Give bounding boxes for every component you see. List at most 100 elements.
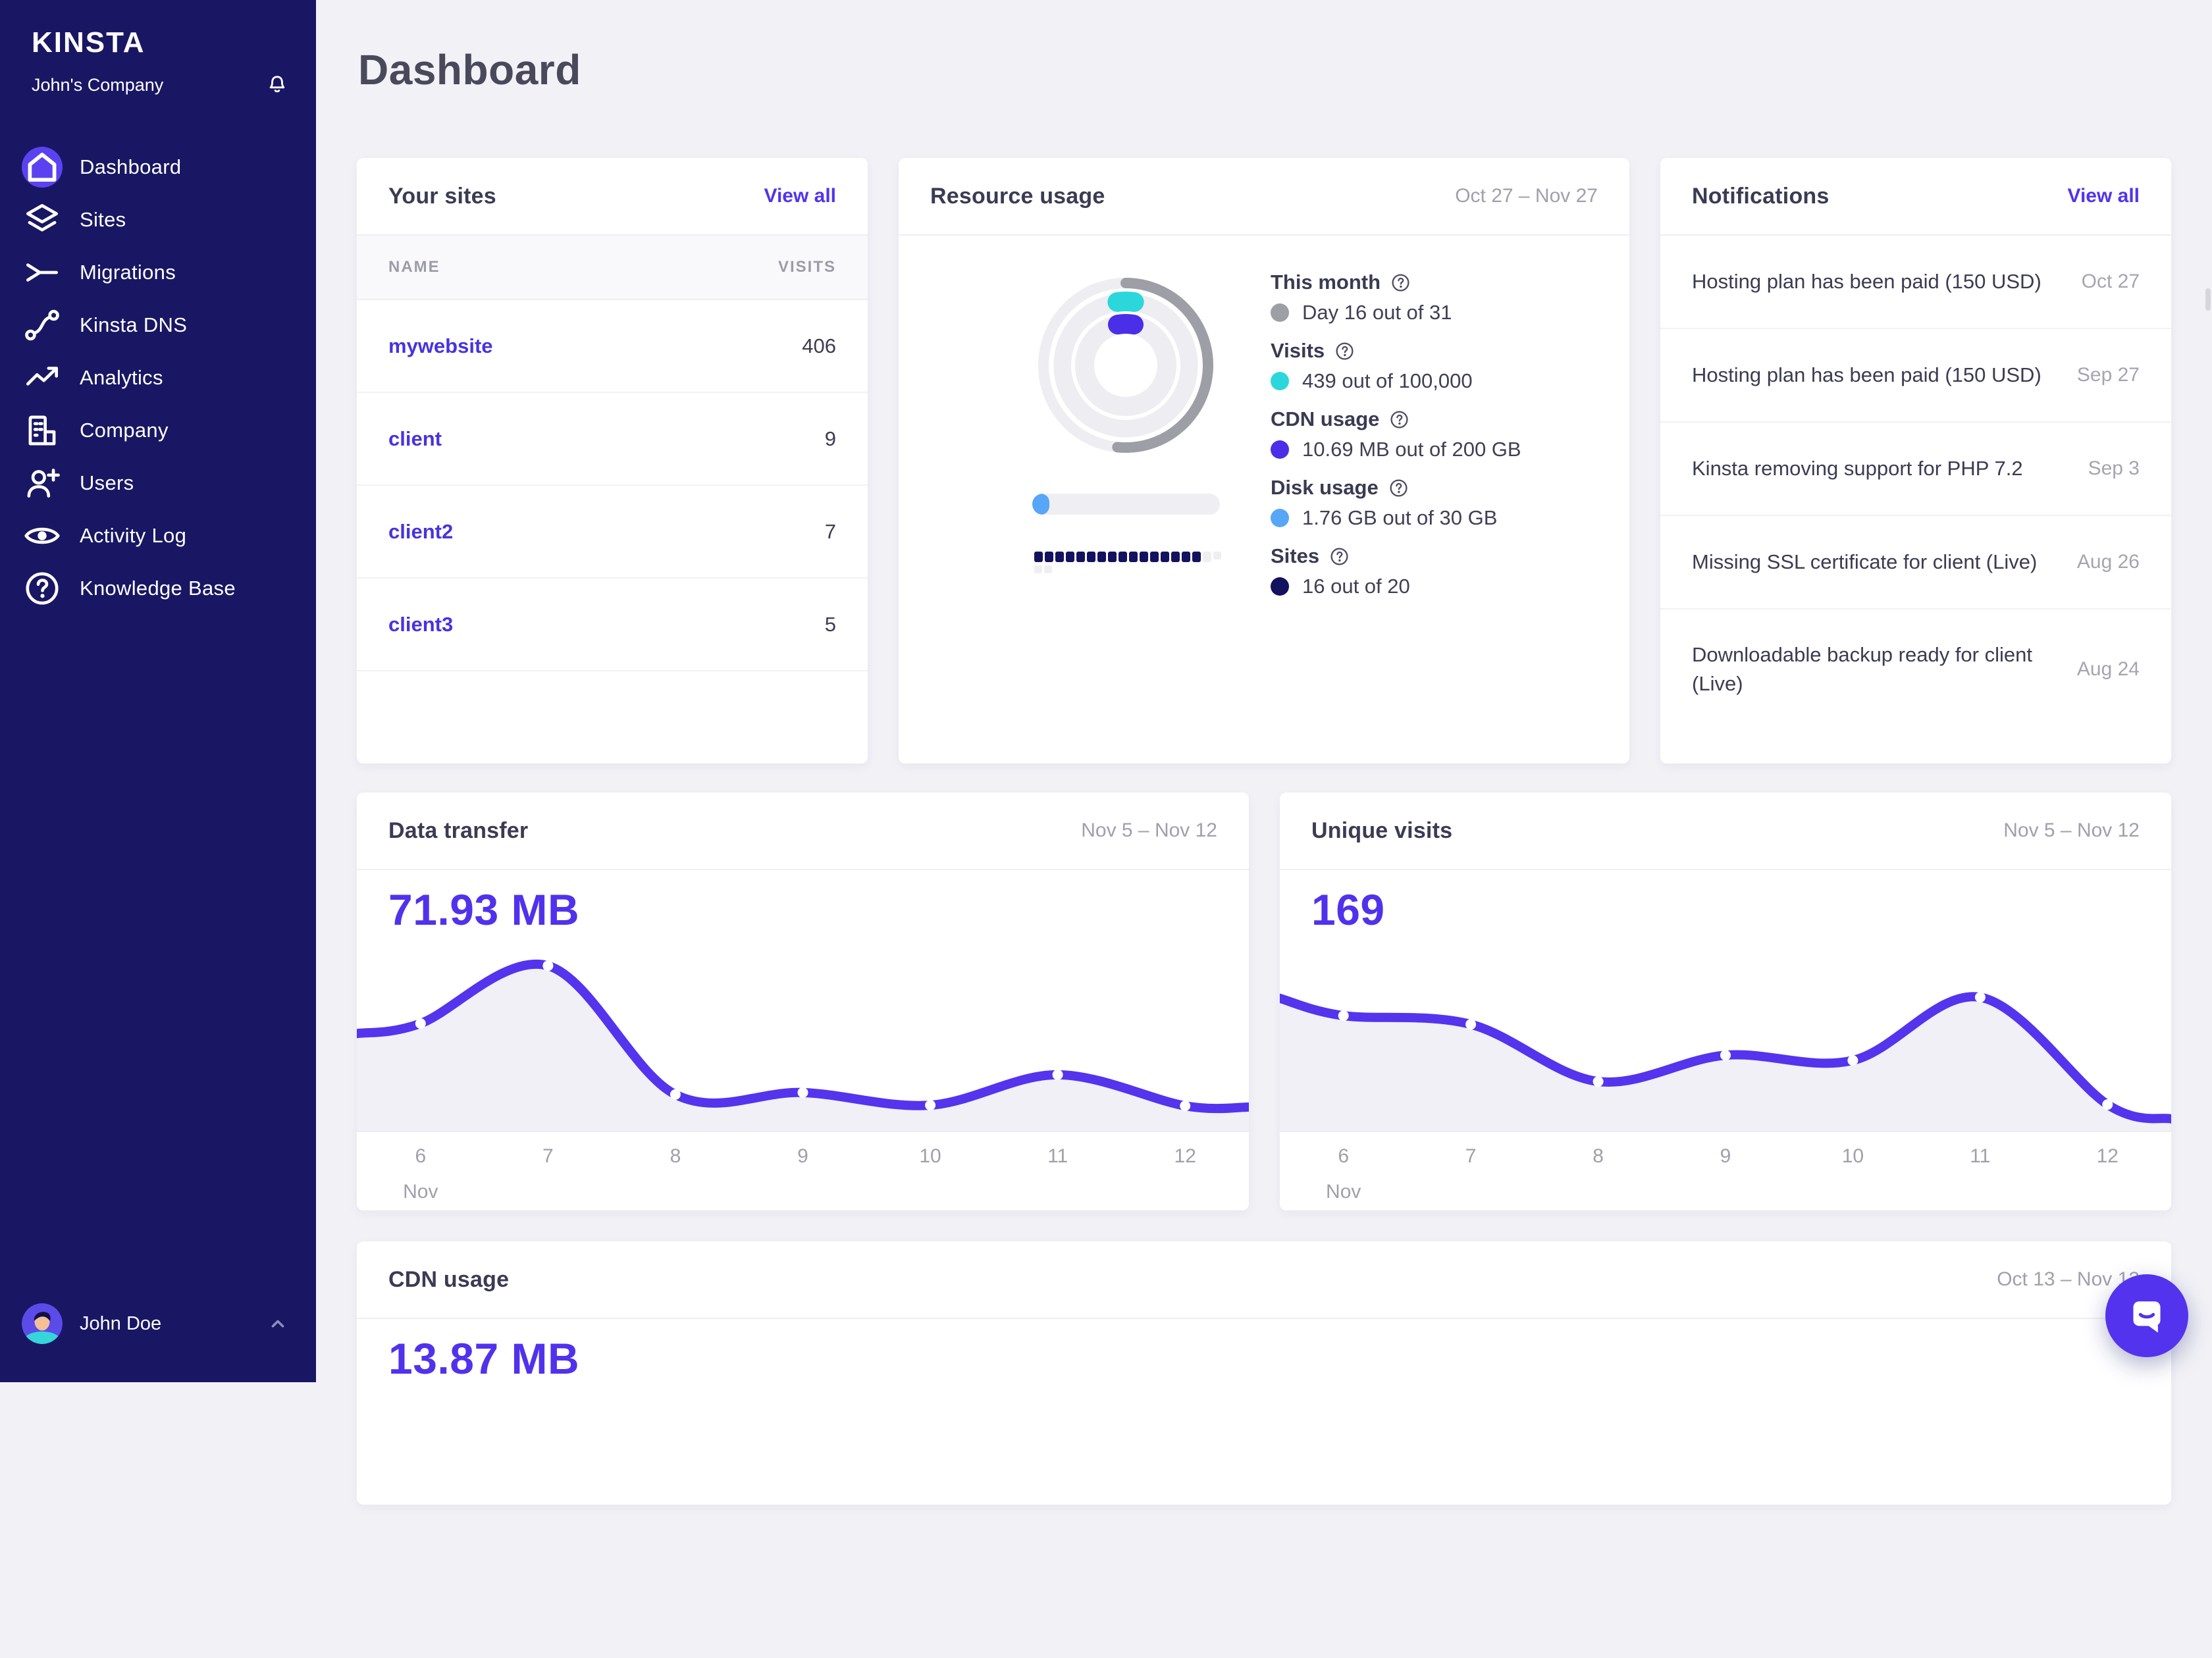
sidebar-item-sites[interactable]: Sites <box>0 194 316 246</box>
x-axis-month-label: Nov <box>403 1181 438 1203</box>
legend-label: CDN usage <box>1271 407 1380 430</box>
site-slot-used <box>1087 552 1095 562</box>
notification-row[interactable]: Hosting plan has been paid (150 USD) Oct … <box>1660 236 2171 329</box>
sidebar-item-migrations[interactable]: Migrations <box>0 246 316 299</box>
chat-launcher-button[interactable] <box>2105 1274 2188 1357</box>
site-slot-used <box>1055 552 1064 562</box>
avatar <box>22 1303 63 1344</box>
site-name-link[interactable]: client2 <box>388 519 454 543</box>
user-menu[interactable]: John Doe <box>22 1303 290 1344</box>
legend-dot <box>1271 509 1289 527</box>
sidebar-item-label: Sites <box>80 208 126 231</box>
resource-usage-date-range: Oct 27 – Nov 27 <box>1455 185 1598 207</box>
site-slot-free <box>1203 552 1211 562</box>
sidebar-item-label: Migrations <box>80 261 176 284</box>
notification-date: Oct 27 <box>2081 271 2140 292</box>
notification-text: Downloadable backup ready for client (Li… <box>1692 643 2032 695</box>
site-name-link[interactable]: mywebsite <box>388 334 493 357</box>
site-row: client 9 <box>357 393 868 486</box>
legend-dot <box>1271 577 1289 596</box>
sidebar-item-label: Analytics <box>80 366 163 389</box>
legend-label: This month <box>1271 271 1381 294</box>
sidebar-item-analytics[interactable]: Analytics <box>0 351 316 404</box>
x-axis-tick-label: 11 <box>1047 1145 1068 1167</box>
notification-row[interactable]: Downloadable backup ready for client (Li… <box>1660 609 2171 729</box>
x-axis-tick-label: 6 <box>1338 1145 1350 1167</box>
sidebar-item-activity-log[interactable]: Activity Log <box>0 509 316 562</box>
help-icon[interactable] <box>1390 272 1411 293</box>
notifications-view-all-link[interactable]: View all <box>2067 185 2140 207</box>
company-name: John's Company <box>32 74 164 95</box>
x-axis-tick-label: 12 <box>1174 1145 1196 1167</box>
x-axis-tick-label: 7 <box>1465 1145 1477 1167</box>
legend-dot <box>1271 440 1289 459</box>
legend-value: 1.76 GB out of 30 GB <box>1302 506 1498 529</box>
disk-usage-progress-fill <box>1032 494 1049 515</box>
chevron-up-icon[interactable] <box>266 1312 290 1335</box>
bell-icon[interactable] <box>265 72 290 97</box>
notifications-title: Notifications <box>1692 183 1830 209</box>
legend-value: 10.69 MB out of 200 GB <box>1302 438 1521 461</box>
sidebar-item-users[interactable]: Users <box>0 457 316 509</box>
site-row: client3 5 <box>357 579 868 671</box>
analytics-icon <box>22 357 63 398</box>
sites-table-header: NAME VISITS <box>357 236 868 300</box>
unique-visits-header: Unique visits Nov 5 – Nov 12 <box>1280 792 2171 870</box>
chart-baseline <box>357 1131 1249 1132</box>
sidebar-item-knowledge-base[interactable]: Knowledge Base <box>0 562 316 615</box>
sidebar-item-kinsta-dns[interactable]: Kinsta DNS <box>0 299 316 351</box>
x-axis-month-label: Nov <box>1326 1181 1361 1203</box>
site-name-link[interactable]: client <box>388 427 442 450</box>
notification-text: Hosting plan has been paid (150 USD) <box>1692 363 2041 386</box>
help-icon[interactable] <box>1388 478 1409 498</box>
unique-visits-title: Unique visits <box>1311 817 1453 843</box>
middle-cards-row: Data transfer Nov 5 – Nov 12 71.93 MB 6 N… <box>357 792 2171 1210</box>
company-switcher[interactable]: John's Company <box>32 72 290 97</box>
notification-text: Kinsta removing support for PHP 7.2 <box>1692 457 2023 480</box>
sidebar-item-dashboard[interactable]: Dashboard <box>0 141 316 194</box>
legend-value: 16 out of 20 <box>1302 575 1410 598</box>
help-icon[interactable] <box>1334 341 1355 361</box>
site-slot-used <box>1076 552 1085 562</box>
sidebar-item-label: Dashboard <box>80 155 182 178</box>
help-icon[interactable] <box>1329 546 1350 567</box>
resource-usage-donut-chart <box>1034 273 1218 461</box>
notification-row[interactable]: Hosting plan has been paid (150 USD) Sep … <box>1660 329 2171 423</box>
unique-visits-card: Unique visits Nov 5 – Nov 12 169 6 Nov 7 8 9… <box>1280 792 2171 1210</box>
dns-icon <box>22 305 63 346</box>
site-row: client2 7 <box>357 486 868 579</box>
site-name-link[interactable]: client3 <box>388 612 454 636</box>
page-title: Dashboard <box>358 46 581 93</box>
legend-dot <box>1271 303 1289 322</box>
your-sites-header: Your sites View all <box>357 158 868 236</box>
resource-usage-card: Resource usage Oct 27 – Nov 27 This mont… <box>899 158 1629 764</box>
resource-usage-title: Resource usage <box>930 183 1105 209</box>
site-visits-value: 406 <box>802 334 836 357</box>
legend-value: 439 out of 100,000 <box>1302 369 1473 392</box>
sidebar-item-company[interactable]: Company <box>0 404 316 457</box>
site-slot-used <box>1045 552 1053 562</box>
unique-visits-date-range: Nov 5 – Nov 12 <box>2003 819 2140 841</box>
data-transfer-total: 71.93 MB <box>388 885 580 934</box>
page-scrollbar-thumb[interactable] <box>2205 288 2211 311</box>
your-sites-view-all-link[interactable]: View all <box>764 185 836 207</box>
site-slot-used <box>1034 552 1043 562</box>
site-slot-used <box>1108 552 1117 562</box>
legend-group-disk-usage: Disk usage 1.76 GB out of 30 GB <box>1271 475 1521 532</box>
notifications-header: Notifications View all <box>1660 158 2171 236</box>
data-transfer-card: Data transfer Nov 5 – Nov 12 71.93 MB 6 N… <box>357 792 1249 1210</box>
cdn-usage-total: 13.87 MB <box>388 1334 580 1383</box>
site-row: mywebsite 406 <box>357 300 868 393</box>
data-transfer-date-range: Nov 5 – Nov 12 <box>1081 819 1217 841</box>
notification-row[interactable]: Kinsta removing support for PHP 7.2 Sep 3 <box>1660 423 2171 516</box>
notification-row[interactable]: Missing SSL certificate for client (Live… <box>1660 516 2171 609</box>
site-visits-value: 9 <box>824 427 836 450</box>
help-icon[interactable] <box>1389 409 1409 430</box>
knowledge-help-icon <box>22 568 63 609</box>
unique-visits-chart: 169 6 Nov 7 8 9 10 11 12 <box>1280 870 2171 1209</box>
notifications-list: Hosting plan has been paid (150 USD) Oct … <box>1660 236 2171 729</box>
sites-layers-icon <box>22 199 63 240</box>
sidebar: Kinsta John's Company Dashboard Sites Migr… <box>0 0 316 1382</box>
notification-text: Missing SSL certificate for client (Live… <box>1692 550 2038 573</box>
site-slot-used <box>1129 552 1138 562</box>
